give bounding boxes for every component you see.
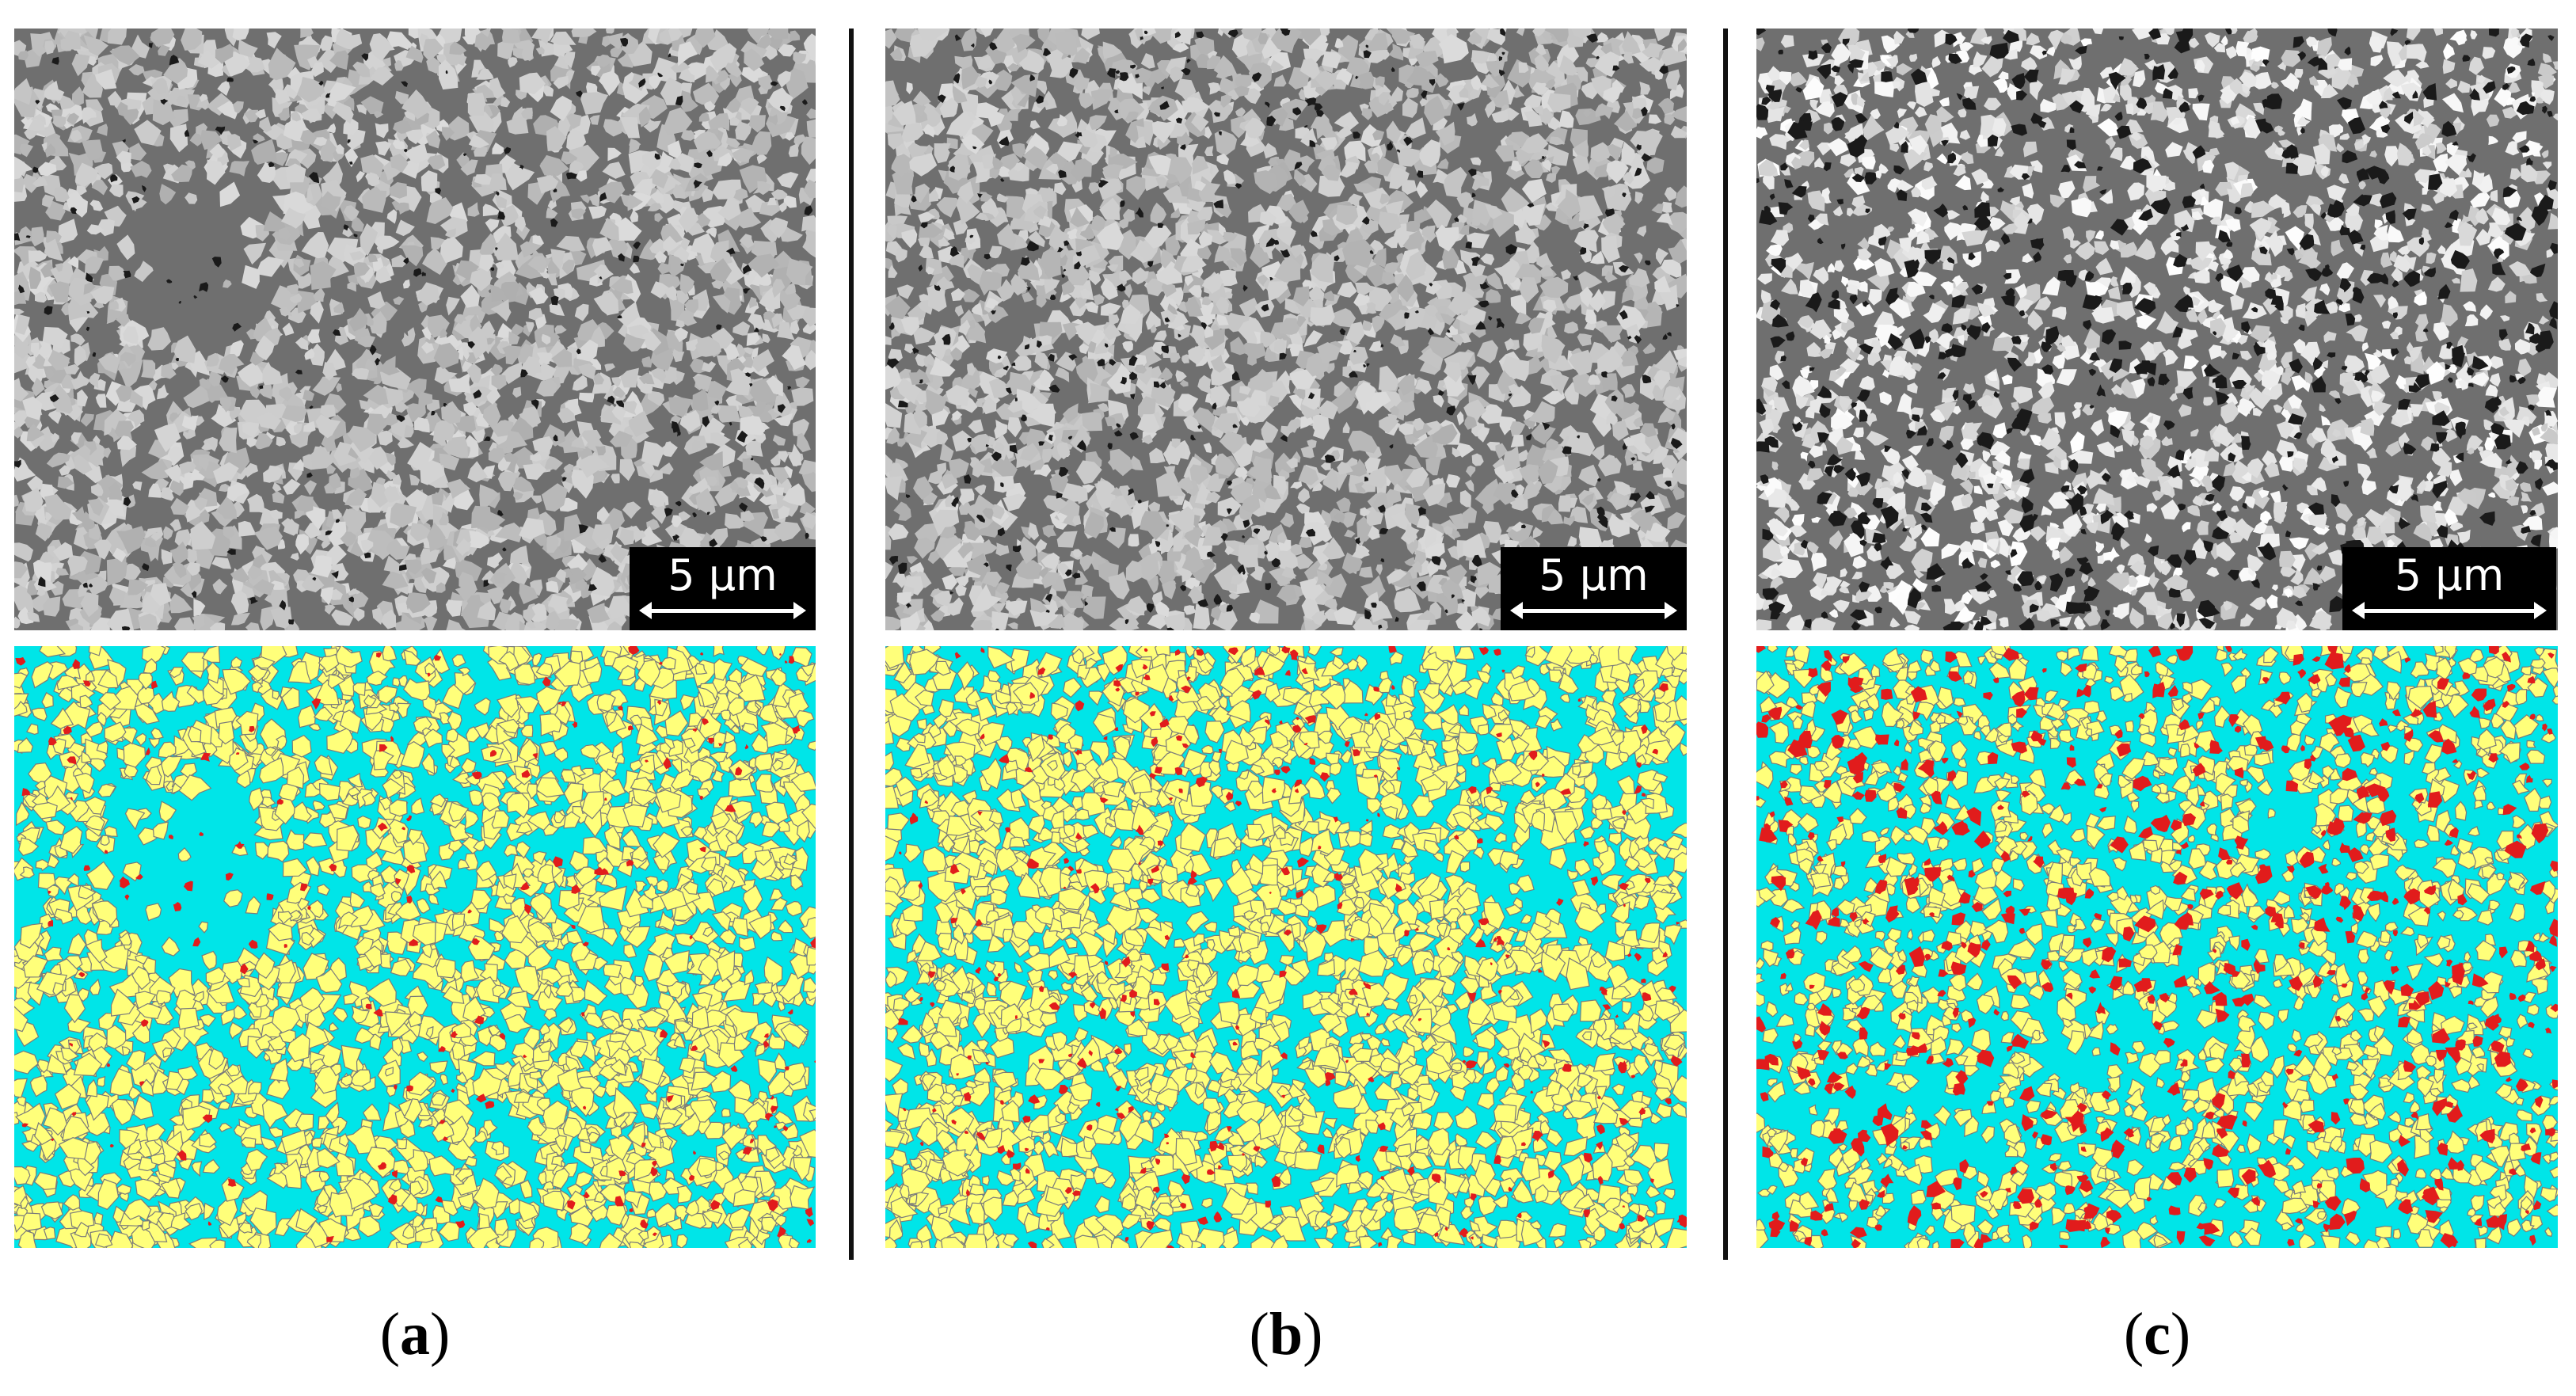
scale-bar-line-a: [647, 609, 798, 613]
caption-letter-b: b: [1269, 1301, 1303, 1367]
scale-bar-label-b: 5 µm: [1539, 550, 1649, 600]
column-divider-1: [849, 29, 854, 1260]
phase-texture-b: [885, 646, 1687, 1248]
scale-bar-arrow-right-a: [793, 602, 806, 619]
caption-c: (c): [2123, 1301, 2191, 1367]
scale-bar-arrow-left-b: [1510, 602, 1523, 619]
scale-bar-arrow-left-c: [2352, 602, 2365, 619]
sem-image-c: 5 µm: [1756, 29, 2558, 630]
scale-bar-label-a: 5 µm: [668, 550, 778, 600]
caption-letter-a: a: [400, 1301, 430, 1367]
phase-map-c: [1756, 646, 2558, 1248]
sem-texture-b: [885, 29, 1687, 630]
scale-bar-b: 5 µm: [1501, 547, 1687, 630]
phase-texture-a: [14, 646, 816, 1248]
caption-letter-c: c: [2144, 1301, 2171, 1367]
scale-bar-line-c: [2360, 609, 2539, 613]
phase-map-b: [885, 646, 1687, 1248]
scale-bar-line-b: [1518, 609, 1669, 613]
sem-texture-a: [14, 29, 816, 630]
column-divider-2: [1723, 29, 1728, 1260]
scale-bar-arrow-right-b: [1665, 602, 1677, 619]
scale-bar-arrow-right-c: [2534, 602, 2547, 619]
caption-b: (b): [1249, 1301, 1323, 1367]
sem-image-a: 5 µm: [14, 29, 816, 630]
phase-texture-c: [1756, 646, 2558, 1248]
caption-a: (a): [379, 1301, 451, 1367]
sem-texture-c: [1756, 29, 2558, 630]
scale-bar-c: 5 µm: [2342, 547, 2556, 630]
phase-map-a: [14, 646, 816, 1248]
scale-bar-arrow-left-a: [639, 602, 652, 619]
scale-bar-label-c: 5 µm: [2394, 550, 2505, 600]
scale-bar-a: 5 µm: [630, 547, 816, 630]
sem-image-b: 5 µm: [885, 29, 1687, 630]
